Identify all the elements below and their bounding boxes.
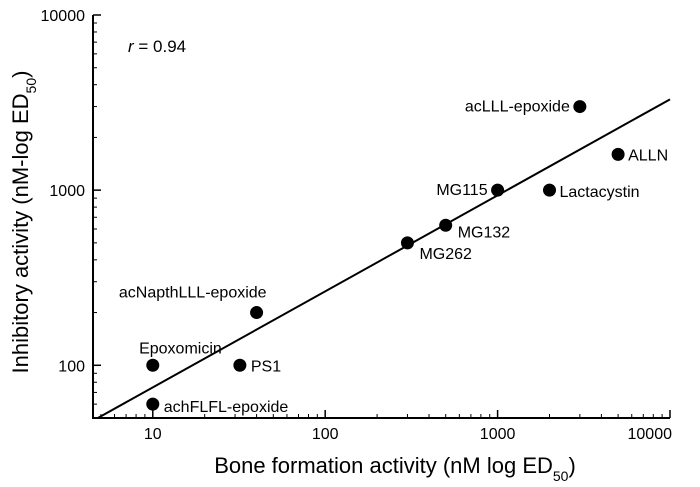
data-point-label: MG132	[458, 224, 511, 241]
y-axis-title: Inhibitory activity (nM-log ED50)	[8, 71, 39, 374]
data-point	[611, 147, 625, 161]
data-point	[146, 358, 160, 372]
data-point-label: MG262	[419, 246, 472, 263]
data-point	[233, 358, 247, 372]
data-point-label: acNapthLLL-epoxide	[119, 285, 267, 302]
x-tick-label: 10	[144, 426, 162, 443]
correlation-value: = 0.94	[134, 37, 186, 56]
x-tick-label: 100	[312, 426, 339, 443]
data-point-label: MG115	[436, 182, 487, 199]
fit-line	[97, 98, 671, 419]
x-axis-title-main: Bone formation activity (nM log ED	[214, 453, 553, 478]
data-points	[146, 100, 625, 411]
data-point-label: achFLFL-epoxide	[164, 399, 289, 416]
data-point	[439, 218, 453, 232]
correlation-annotation: r = 0.94	[128, 37, 186, 56]
y-tick-label: 1000	[49, 183, 85, 200]
x-axis-title-end: )	[568, 453, 575, 478]
data-point-label: Lactacystin	[559, 184, 639, 201]
y-tick-label: 10000	[41, 8, 86, 25]
point-labels: acLLL-epoxide ALLN MG115 Lactacystin MG132 MG…	[119, 99, 668, 417]
y-axis-title-main: Inhibitory activity (nM-log ED	[8, 93, 33, 373]
y-tick-label: 100	[58, 358, 85, 375]
x-axis-title-sub: 50	[553, 468, 569, 484]
x-tick-label: 10000	[628, 426, 673, 443]
data-point	[146, 397, 160, 411]
data-point	[250, 306, 264, 320]
data-point	[400, 236, 414, 250]
y-axis-title-end: )	[8, 71, 33, 78]
data-point	[491, 183, 505, 197]
data-point	[573, 100, 587, 114]
data-point-label: ALLN	[628, 147, 668, 164]
axes	[92, 15, 670, 419]
data-point	[542, 183, 556, 197]
x-axis-title: Bone formation activity (nM log ED50)	[214, 453, 576, 484]
data-point-label: acLLL-epoxide	[465, 99, 570, 116]
data-point-label: PS1	[251, 358, 281, 375]
data-point-label: Epoxomicin	[139, 340, 222, 357]
correlation-symbol: r	[128, 37, 135, 56]
fit-line-group	[97, 98, 671, 419]
x-tick-label: 1000	[480, 426, 516, 443]
y-axis-title-sub: 50	[23, 78, 39, 94]
ticks: 10 100 1000 10000 100 1000 10000	[41, 8, 673, 443]
